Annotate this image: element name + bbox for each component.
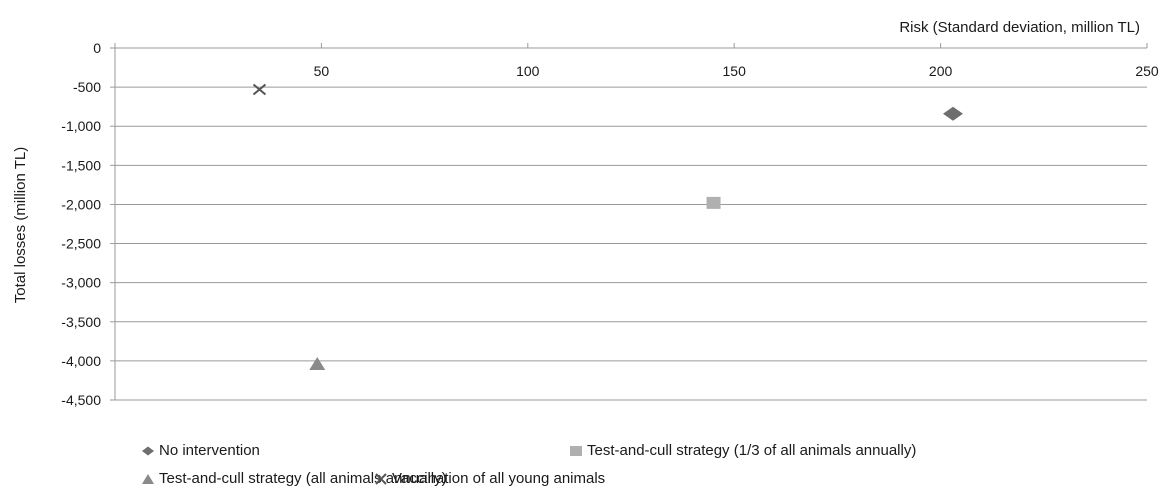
legend-item-test-and-cull-one-third: Test-and-cull strategy (1/3 of all anima… bbox=[568, 442, 916, 459]
y-tick-label: 0 bbox=[93, 40, 101, 56]
legend: No intervention Test-and-cull strategy (… bbox=[140, 442, 1140, 494]
legend-label: Test-and-cull strategy (all animals annu… bbox=[159, 470, 447, 487]
x-marker-icon bbox=[375, 472, 387, 485]
legend-item-no-intervention: No intervention bbox=[140, 442, 260, 459]
diamond-marker-icon bbox=[142, 446, 154, 455]
x-tick-label: 250 bbox=[1135, 63, 1159, 79]
data-point-square bbox=[706, 196, 721, 209]
y-tick-label: -4,000 bbox=[61, 353, 101, 369]
data-point-diamond bbox=[942, 106, 963, 121]
x-tick-label: 100 bbox=[516, 63, 540, 79]
y-axis-title: Total losses (million TL) bbox=[12, 147, 29, 303]
data-point-x bbox=[252, 83, 267, 96]
x-axis-ticks: 50 100 150 200 250 bbox=[314, 43, 1159, 79]
x-tick-label: 150 bbox=[723, 63, 747, 79]
legend-label: Test-and-cull strategy (1/3 of all anima… bbox=[587, 442, 917, 459]
y-tick-label: -3,500 bbox=[61, 314, 101, 330]
y-tick-label: -500 bbox=[73, 79, 101, 95]
y-axis-ticks: 0 -500 -1,000 -1,500 -2,000 -2,500 -3,000 -3,50… bbox=[61, 40, 115, 408]
data-points bbox=[252, 83, 963, 371]
x-axis-title: Risk (Standard deviation, million TL) bbox=[899, 19, 1140, 36]
y-tick-label: -2,000 bbox=[61, 196, 101, 212]
gridlines bbox=[114, 43, 1147, 401]
legend-item-vaccination: Vaccination of all young animals bbox=[373, 470, 605, 487]
x-tick-label: 200 bbox=[929, 63, 953, 79]
y-tick-label: -1,000 bbox=[61, 118, 101, 134]
legend-item-test-and-cull-all: Test-and-cull strategy (all animals annu… bbox=[140, 470, 447, 487]
legend-label: Vaccination of all young animals bbox=[392, 470, 606, 487]
y-tick-label: -3,000 bbox=[61, 275, 101, 291]
y-tick-label: -2,500 bbox=[61, 236, 101, 252]
legend-label: No intervention bbox=[159, 442, 260, 459]
data-point-triangle bbox=[309, 357, 326, 371]
triangle-marker-icon bbox=[142, 473, 154, 484]
square-marker-icon bbox=[570, 445, 582, 456]
y-tick-label: -1,500 bbox=[61, 157, 101, 173]
x-tick-label: 50 bbox=[314, 63, 330, 79]
y-tick-label: -4,500 bbox=[61, 392, 101, 408]
